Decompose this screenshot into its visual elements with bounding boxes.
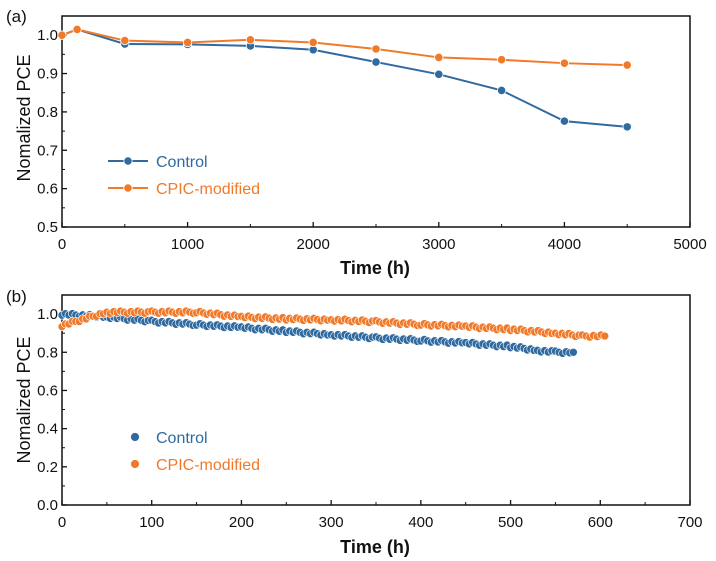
panel-a-series-cpic-point xyxy=(57,30,67,40)
panel-a-series-control-point xyxy=(496,85,507,96)
panel-a-series-control-point xyxy=(371,57,381,67)
panel-b-ytick-label: 0.4 xyxy=(37,421,58,438)
panel-a-xtick-label: 3000 xyxy=(422,236,455,253)
panel-b-xtick-label: 700 xyxy=(677,514,702,531)
panel-a-series-control-point xyxy=(559,116,570,126)
panel-a-label: (a) xyxy=(6,7,27,26)
panel-a-series-cpic-point xyxy=(496,55,507,65)
panel-a-series-cpic-point xyxy=(183,37,193,48)
panel-b-xtick-label: 500 xyxy=(498,514,523,531)
panel-b-xtick-label: 100 xyxy=(139,514,164,531)
panel-a-ytick-label: 1.0 xyxy=(37,27,58,44)
panel-b-label: (b) xyxy=(6,287,27,306)
panel-a-xtick-label: 4000 xyxy=(548,236,581,253)
panel-b-series-cpic-point xyxy=(600,331,610,341)
panel-b-xtick-label: 200 xyxy=(229,514,254,531)
panel-b-xtick-label: 400 xyxy=(408,514,433,531)
panel-b-ytick-label: 0.8 xyxy=(37,344,58,361)
panel-a-series-cpic-point xyxy=(622,60,632,70)
panel-a-series-control-point xyxy=(622,122,632,132)
panel-a-ytick-label: 0.8 xyxy=(37,104,58,121)
panel-b-series-cpic-legend-label: CPIC-modified xyxy=(156,457,260,474)
panel-a-xtick-label: 2000 xyxy=(297,236,330,253)
panel-b-series-control-legend-marker xyxy=(130,432,140,442)
panel-b-series-cpic-legend-marker xyxy=(130,459,140,469)
panel-b-ytick-label: 1.0 xyxy=(37,306,58,323)
panel-a-chart: (a) Nomalized PCE Time (h) 0 1000 2000 3000… xyxy=(6,7,707,278)
panel-a-xtick-label: 5000 xyxy=(673,236,706,253)
panel-b-series-control-point xyxy=(569,347,578,357)
panel-a-series-control-point xyxy=(434,69,444,79)
panel-a-series-cpic-point xyxy=(308,37,318,48)
panel-b-ytick-label: 0.2 xyxy=(37,459,58,476)
panel-a-series-cpic-legend-label: CPIC-modified xyxy=(156,181,260,198)
panel-a-ylabel: Nomalized PCE xyxy=(14,54,34,181)
panel-a-series-cpic-point xyxy=(371,44,381,54)
panel-a-ytick-label: 0.6 xyxy=(37,181,58,198)
panel-b-xlabel: Time (h) xyxy=(340,537,410,557)
panel-b-ytick-label: 0.6 xyxy=(37,382,58,399)
panel-a-ytick-label: 0.7 xyxy=(37,142,58,159)
panel-b-series-control-legend-label: Control xyxy=(156,430,208,447)
panel-a-series-cpic-legend-marker xyxy=(123,183,133,193)
panel-a-ytick-label: 0.9 xyxy=(37,66,58,83)
panel-a-series-control-legend-label: Control xyxy=(156,154,208,171)
panel-a-ytick-label: 0.5 xyxy=(37,219,58,236)
panel-a-series-cpic-line xyxy=(61,28,628,67)
panel-a-series-control-legend-marker xyxy=(123,156,133,166)
panel-a-series-cpic-point xyxy=(72,24,82,35)
panel-a-series-cpic-point xyxy=(434,52,444,63)
panel-a-series-control-line xyxy=(61,28,628,128)
panel-a-xtick-label: 0 xyxy=(58,236,66,253)
panel-b-ytick-label: 0.0 xyxy=(37,497,58,514)
panel-b-xtick-label: 600 xyxy=(588,514,613,531)
panel-a-xtick-label: 1000 xyxy=(171,236,204,253)
panel-a-xlabel: Time (h) xyxy=(340,258,410,278)
panel-b-xtick-label: 0 xyxy=(58,514,66,531)
panel-a-series-cpic-point xyxy=(245,35,255,45)
panel-b-ylabel: Nomalized PCE xyxy=(14,336,34,463)
panel-a-series-cpic-point xyxy=(120,35,130,46)
panel-b-chart: (b) Nomalized PCE Time (h) 0 100 200 300 400… xyxy=(6,287,703,557)
panel-b-xtick-label: 300 xyxy=(319,514,344,531)
panel-a-series-cpic-point xyxy=(559,58,570,68)
